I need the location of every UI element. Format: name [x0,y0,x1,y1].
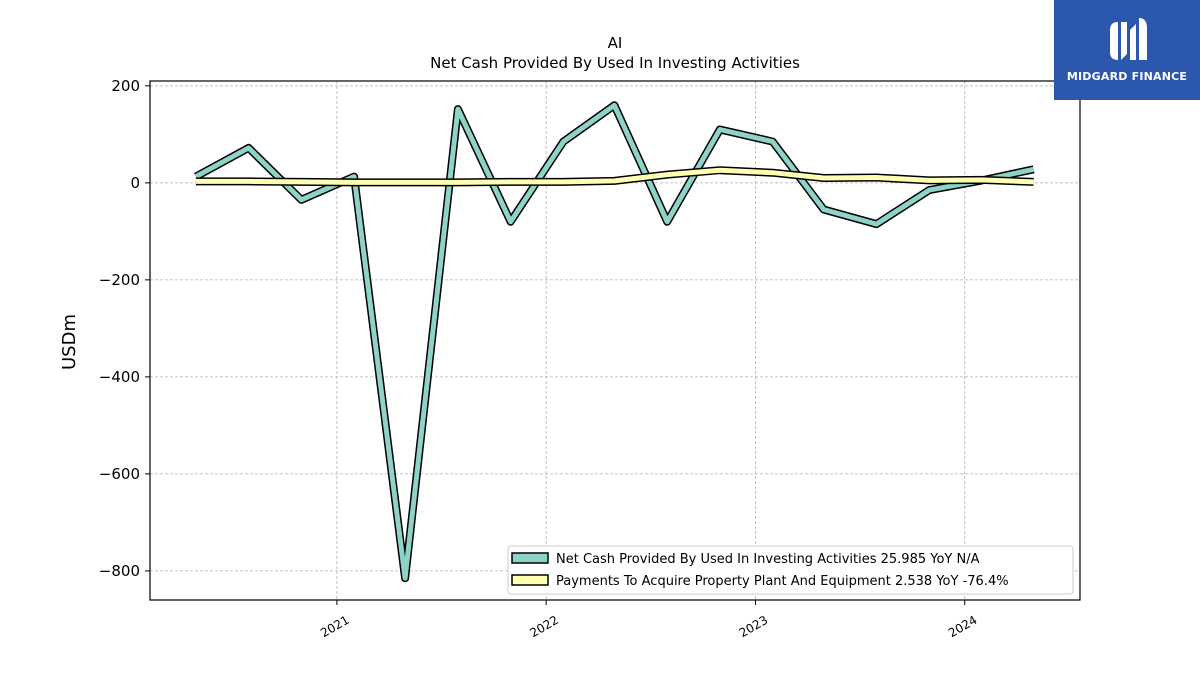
y-tick-label: −200 [99,271,140,289]
chart-subtitle: Net Cash Provided By Used In Investing A… [430,54,800,72]
series-layer [193,101,1035,583]
y-tick-label: −800 [99,562,140,580]
brand-logo: MIDGARD FINANCE [1054,0,1200,100]
y-tick-label: 0 [130,174,140,192]
brand-name: MIDGARD FINANCE [1066,70,1188,83]
legend: Net Cash Provided By Used In Investing A… [507,545,1074,595]
plot-frame [149,80,1081,601]
legend-swatch-0 [511,552,549,564]
x-axis-ticks: 2021 2022 2023 2024 [318,600,979,640]
chart-title: AI [608,34,623,52]
legend-label-0: Net Cash Provided By Used In Investing A… [556,552,980,567]
y-tick-label: −400 [99,368,140,386]
x-tick-label: 2023 [737,613,770,640]
grid-lines [150,81,1080,600]
y-axis-ticks: 200 0 −200 −400 −600 −800 [99,77,150,580]
x-tick-label: 2021 [318,613,351,640]
y-tick-label: 200 [111,77,140,95]
legend-box [507,545,1074,595]
series-1-line [195,167,1034,185]
x-tick-label: 2022 [527,613,560,640]
legend-swatch-1 [511,574,549,586]
legend-label-1: Payments To Acquire Property Plant And E… [556,574,1009,589]
y-axis-label: USDm [59,314,80,370]
y-tick-label: −600 [99,465,140,483]
midgard-logo-icon [1110,18,1147,60]
x-tick-label: 2024 [946,613,979,640]
